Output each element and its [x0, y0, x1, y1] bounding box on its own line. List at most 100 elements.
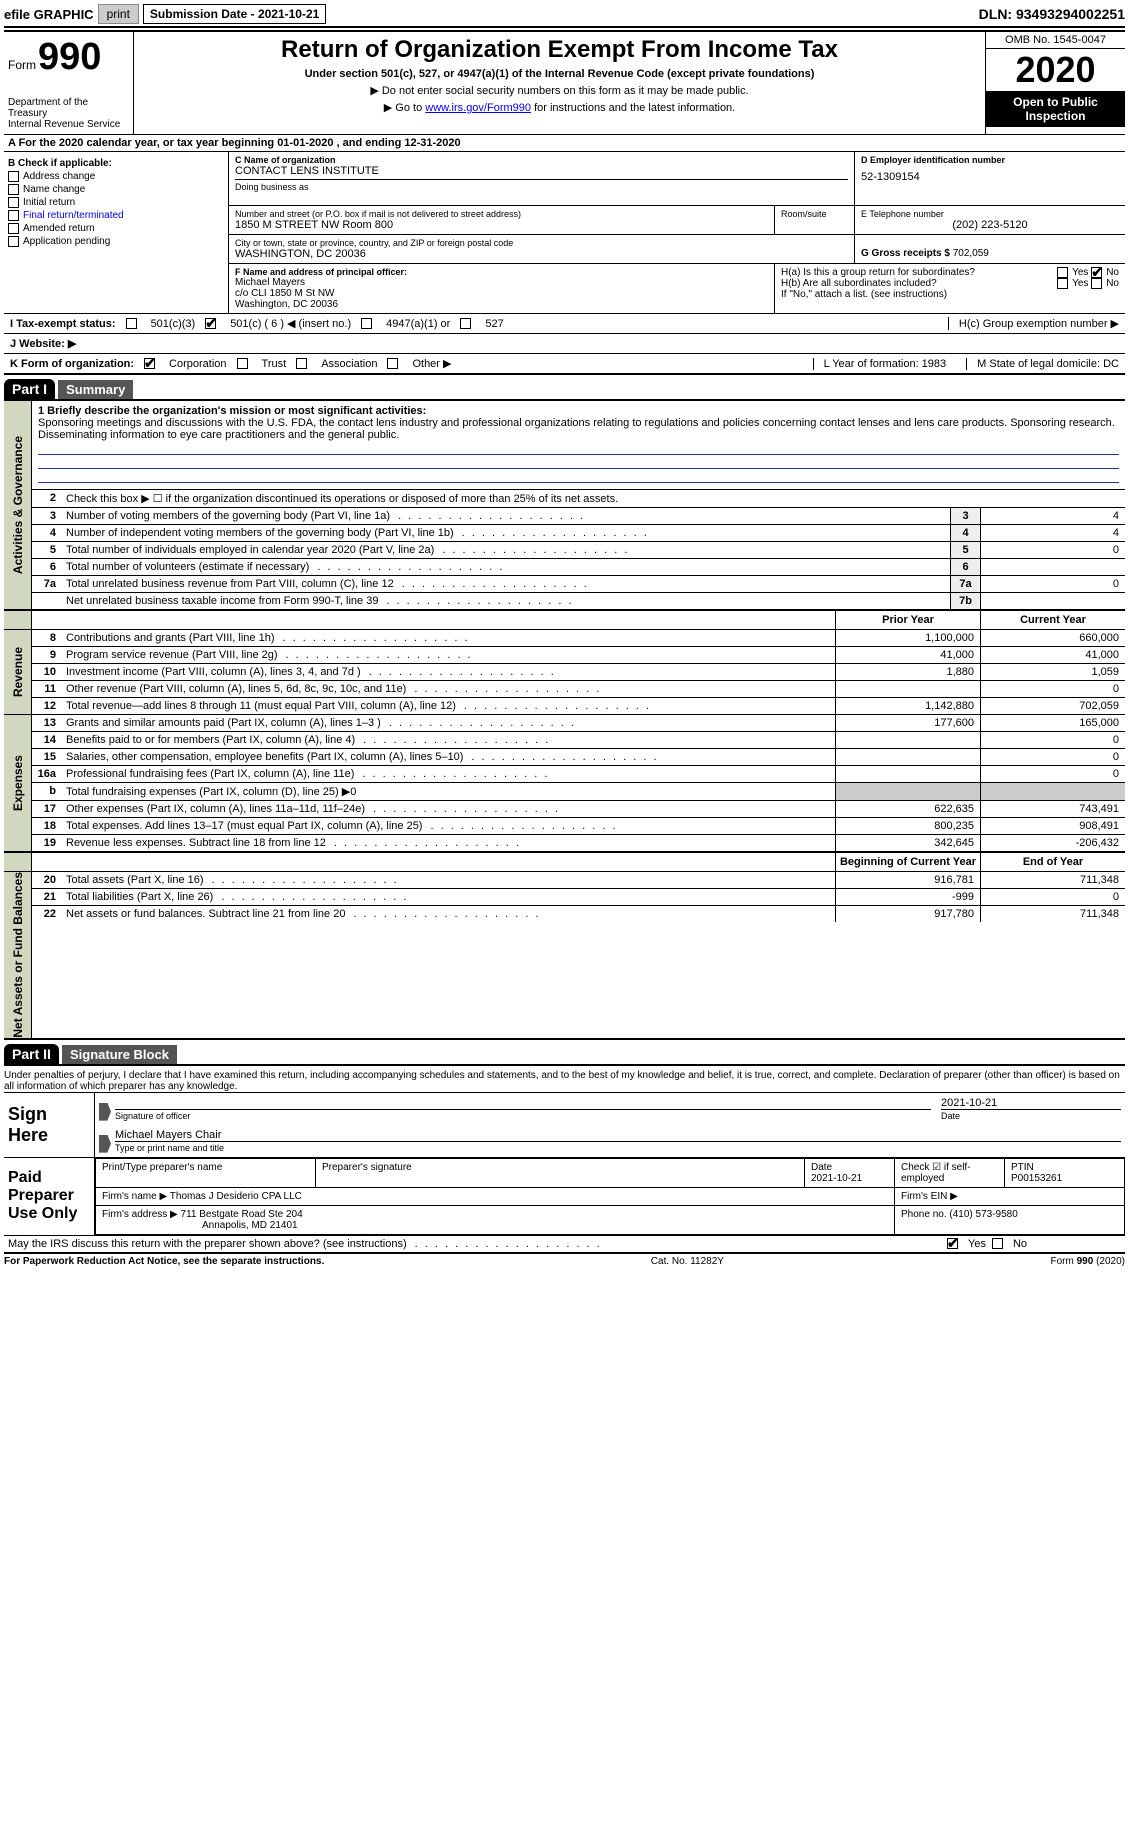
form-footer: Form 990 (2020)	[1051, 1256, 1125, 1267]
arrow-icon	[99, 1135, 111, 1153]
paid-preparer-label: Paid Preparer Use Only	[4, 1158, 94, 1235]
vtab-expenses: Expenses	[4, 715, 32, 851]
omb-number: OMB No. 1545-0047	[986, 32, 1125, 49]
chk-name-change[interactable]	[8, 184, 19, 195]
open-public-badge: Open to Public Inspection	[986, 91, 1125, 127]
part2-title: Signature Block	[62, 1045, 177, 1064]
part1-title: Summary	[58, 380, 133, 399]
line-16a: Professional fundraising fees (Part IX, …	[62, 766, 835, 782]
chk-amended[interactable]	[8, 223, 19, 234]
chk-ha-yes[interactable]	[1057, 267, 1068, 278]
form-number: 990	[38, 36, 101, 79]
line-11: Other revenue (Part VIII, column (A), li…	[62, 681, 835, 697]
row-l: L Year of formation: 1983	[813, 358, 957, 370]
dept-label-2: Internal Revenue Service	[8, 119, 129, 130]
sign-here-label: Sign Here	[4, 1093, 94, 1157]
form-word: Form	[8, 58, 36, 72]
declaration-text: Under penalties of perjury, I declare th…	[4, 1070, 1125, 1092]
vtab-governance: Activities & Governance	[4, 401, 32, 609]
line-b: Total fundraising expenses (Part IX, col…	[62, 783, 835, 800]
paperwork-notice: For Paperwork Reduction Act Notice, see …	[4, 1256, 324, 1267]
chk-discuss-no[interactable]	[992, 1238, 1003, 1249]
form-header: Form 990 Department of the Treasury Inte…	[4, 30, 1125, 134]
box-c-addr: Number and street (or P.O. box if mail i…	[229, 206, 775, 234]
chk-assoc[interactable]	[296, 358, 307, 369]
row-k: K Form of organization: Corporation Trus…	[4, 353, 1125, 375]
col-begin: Beginning of Current Year	[835, 853, 980, 871]
print-button[interactable]: print	[98, 4, 139, 24]
chk-discuss-yes[interactable]	[947, 1238, 958, 1249]
officer-name: Michael Mayers Chair	[115, 1129, 1121, 1141]
preparer-table: Print/Type preparer's name Preparer's si…	[95, 1158, 1125, 1235]
cat-no: Cat. No. 11282Y	[651, 1256, 724, 1267]
box-e: E Telephone number (202) 223-5120	[855, 206, 1125, 234]
chk-527[interactable]	[460, 318, 471, 329]
submission-date: Submission Date - 2021-10-21	[143, 4, 326, 24]
part1-header: Part I	[4, 379, 55, 399]
efile-label: efile GRAPHIC	[4, 7, 94, 22]
chk-501c3[interactable]	[126, 318, 137, 329]
room-suite: Room/suite	[775, 206, 855, 234]
line-12: Total revenue—add lines 8 through 11 (mu…	[62, 698, 835, 714]
chk-corp[interactable]	[144, 358, 155, 369]
line-18: Total expenses. Add lines 13–17 (must eq…	[62, 818, 835, 834]
top-toolbar: efile GRAPHIC print Submission Date - 20…	[4, 4, 1125, 28]
box-c-name: C Name of organization CONTACT LENS INST…	[229, 152, 855, 205]
form-subtitle-1: Under section 501(c), 527, or 4947(a)(1)…	[138, 68, 981, 80]
chk-initial-return[interactable]	[8, 197, 19, 208]
box-g: G Gross receipts $ 702,059	[855, 235, 1125, 263]
discuss-row: May the IRS discuss this return with the…	[4, 1235, 1125, 1252]
signature-field[interactable]: Signature of officer	[115, 1109, 931, 1121]
col-current: Current Year	[980, 611, 1125, 629]
line-7a: Total unrelated business revenue from Pa…	[62, 576, 950, 592]
line-22: Net assets or fund balances. Subtract li…	[62, 906, 835, 922]
section-a: A For the 2020 calendar year, or tax yea…	[4, 134, 1125, 151]
line-: Net unrelated business taxable income fr…	[62, 593, 950, 609]
vtab-net: Net Assets or Fund Balances	[4, 872, 32, 1038]
line-21: Total liabilities (Part X, line 26)	[62, 889, 835, 905]
box-h: H(a) Is this a group return for subordin…	[775, 264, 1125, 313]
line-2: Check this box ▶ ☐ if the organization d…	[62, 490, 1125, 507]
chk-hb-yes[interactable]	[1057, 278, 1068, 289]
box-b: B Check if applicable: Address change Na…	[4, 152, 229, 313]
line-17: Other expenses (Part IX, column (A), lin…	[62, 801, 835, 817]
chk-trust[interactable]	[237, 358, 248, 369]
irs-link[interactable]: www.irs.gov/Form990	[425, 102, 531, 114]
line-5: Total number of individuals employed in …	[62, 542, 950, 558]
tax-year: 2020	[986, 49, 1125, 91]
row-j: J Website: ▶	[4, 333, 1125, 353]
line-3: Number of voting members of the governin…	[62, 508, 950, 524]
box-f: F Name and address of principal officer:…	[229, 264, 775, 313]
col-end: End of Year	[980, 853, 1125, 871]
line-9: Program service revenue (Part VIII, line…	[62, 647, 835, 663]
line-14: Benefits paid to or for members (Part IX…	[62, 732, 835, 748]
chk-app-pending[interactable]	[8, 236, 19, 247]
box-hc: H(c) Group exemption number ▶	[948, 317, 1119, 330]
line-10: Investment income (Part VIII, column (A)…	[62, 664, 835, 680]
chk-address-change[interactable]	[8, 171, 19, 182]
chk-final-return[interactable]	[8, 210, 19, 221]
col-prior: Prior Year	[835, 611, 980, 629]
line-4: Number of independent voting members of …	[62, 525, 950, 541]
form-subtitle-2: ▶ Do not enter social security numbers o…	[138, 84, 981, 97]
vtab-revenue: Revenue	[4, 630, 32, 714]
arrow-icon	[99, 1103, 111, 1121]
line-8: Contributions and grants (Part VIII, lin…	[62, 630, 835, 646]
form-title: Return of Organization Exempt From Incom…	[138, 36, 981, 64]
line-13: Grants and similar amounts paid (Part IX…	[62, 715, 835, 731]
chk-other[interactable]	[387, 358, 398, 369]
row-i: I Tax-exempt status: 501(c)(3) 501(c) ( …	[4, 313, 1125, 333]
sign-date: 2021-10-21	[941, 1097, 1121, 1109]
chk-4947[interactable]	[361, 318, 372, 329]
row-m: M State of legal domicile: DC	[966, 358, 1119, 370]
line-6: Total number of volunteers (estimate if …	[62, 559, 950, 575]
box-d: D Employer identification number 52-1309…	[855, 152, 1125, 205]
chk-501c[interactable]	[205, 318, 216, 329]
chk-ha-no[interactable]	[1091, 267, 1102, 278]
form-subtitle-3: ▶ Go to www.irs.gov/Form990 for instruct…	[138, 101, 981, 114]
line-19: Revenue less expenses. Subtract line 18 …	[62, 835, 835, 851]
part2-header: Part II	[4, 1044, 59, 1064]
chk-hb-no[interactable]	[1091, 278, 1102, 289]
line-15: Salaries, other compensation, employee b…	[62, 749, 835, 765]
box-c-city: City or town, state or province, country…	[229, 235, 855, 263]
